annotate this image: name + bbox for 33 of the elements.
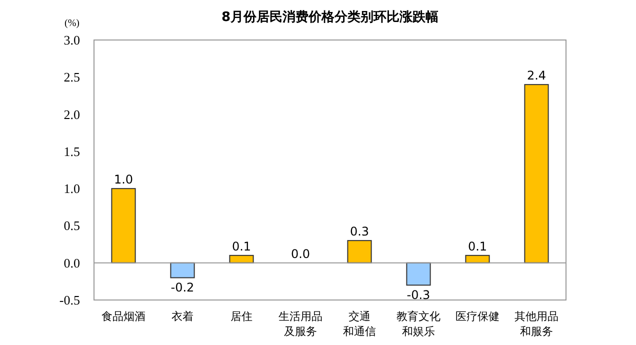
y-tick-label: 0.5 — [64, 218, 80, 234]
bar — [111, 188, 136, 264]
data-label: 0.1 — [468, 239, 488, 254]
bar — [465, 254, 490, 264]
data-label: 0.1 — [232, 239, 252, 254]
y-tick-label: 1.0 — [64, 181, 80, 196]
y-axis-title: (%) — [64, 18, 80, 29]
bar — [524, 84, 549, 264]
y-tick-label: 2.0 — [64, 106, 80, 122]
y-tick-label: 1.5 — [64, 144, 80, 159]
x-tick-label: 医疗保健 — [456, 310, 500, 323]
x-tick-label: 教育文化和娱乐 — [396, 310, 440, 338]
y-tick-label: 3.0 — [64, 32, 80, 48]
x-tick-label: 生活用品及服务 — [278, 310, 322, 338]
x-tick-label: 交通和通信 — [343, 310, 376, 338]
data-label: 0.0 — [290, 246, 310, 261]
y-tick-label: 2.5 — [64, 70, 80, 85]
bar — [229, 254, 254, 264]
data-label: -0.3 — [406, 288, 430, 302]
data-label: 0.3 — [350, 224, 370, 239]
y-tick-label: 0.0 — [64, 255, 80, 270]
bar — [347, 240, 372, 264]
data-label: -0.2 — [170, 280, 194, 295]
data-label: 1.0 — [114, 172, 134, 187]
bar — [170, 262, 195, 278]
x-tick-label: 衣着 — [172, 310, 194, 323]
x-tick-label: 其他用品和服务 — [514, 310, 558, 338]
data-label: 2.4 — [526, 68, 546, 83]
bar — [406, 262, 431, 286]
chart-title: 8月份居民消费价格分类别环比涨跌幅 — [221, 10, 439, 25]
y-tick-label: -0.5 — [59, 292, 80, 308]
x-tick-label: 食品烟酒 — [102, 310, 146, 323]
x-tick-label: 居住 — [230, 310, 252, 323]
